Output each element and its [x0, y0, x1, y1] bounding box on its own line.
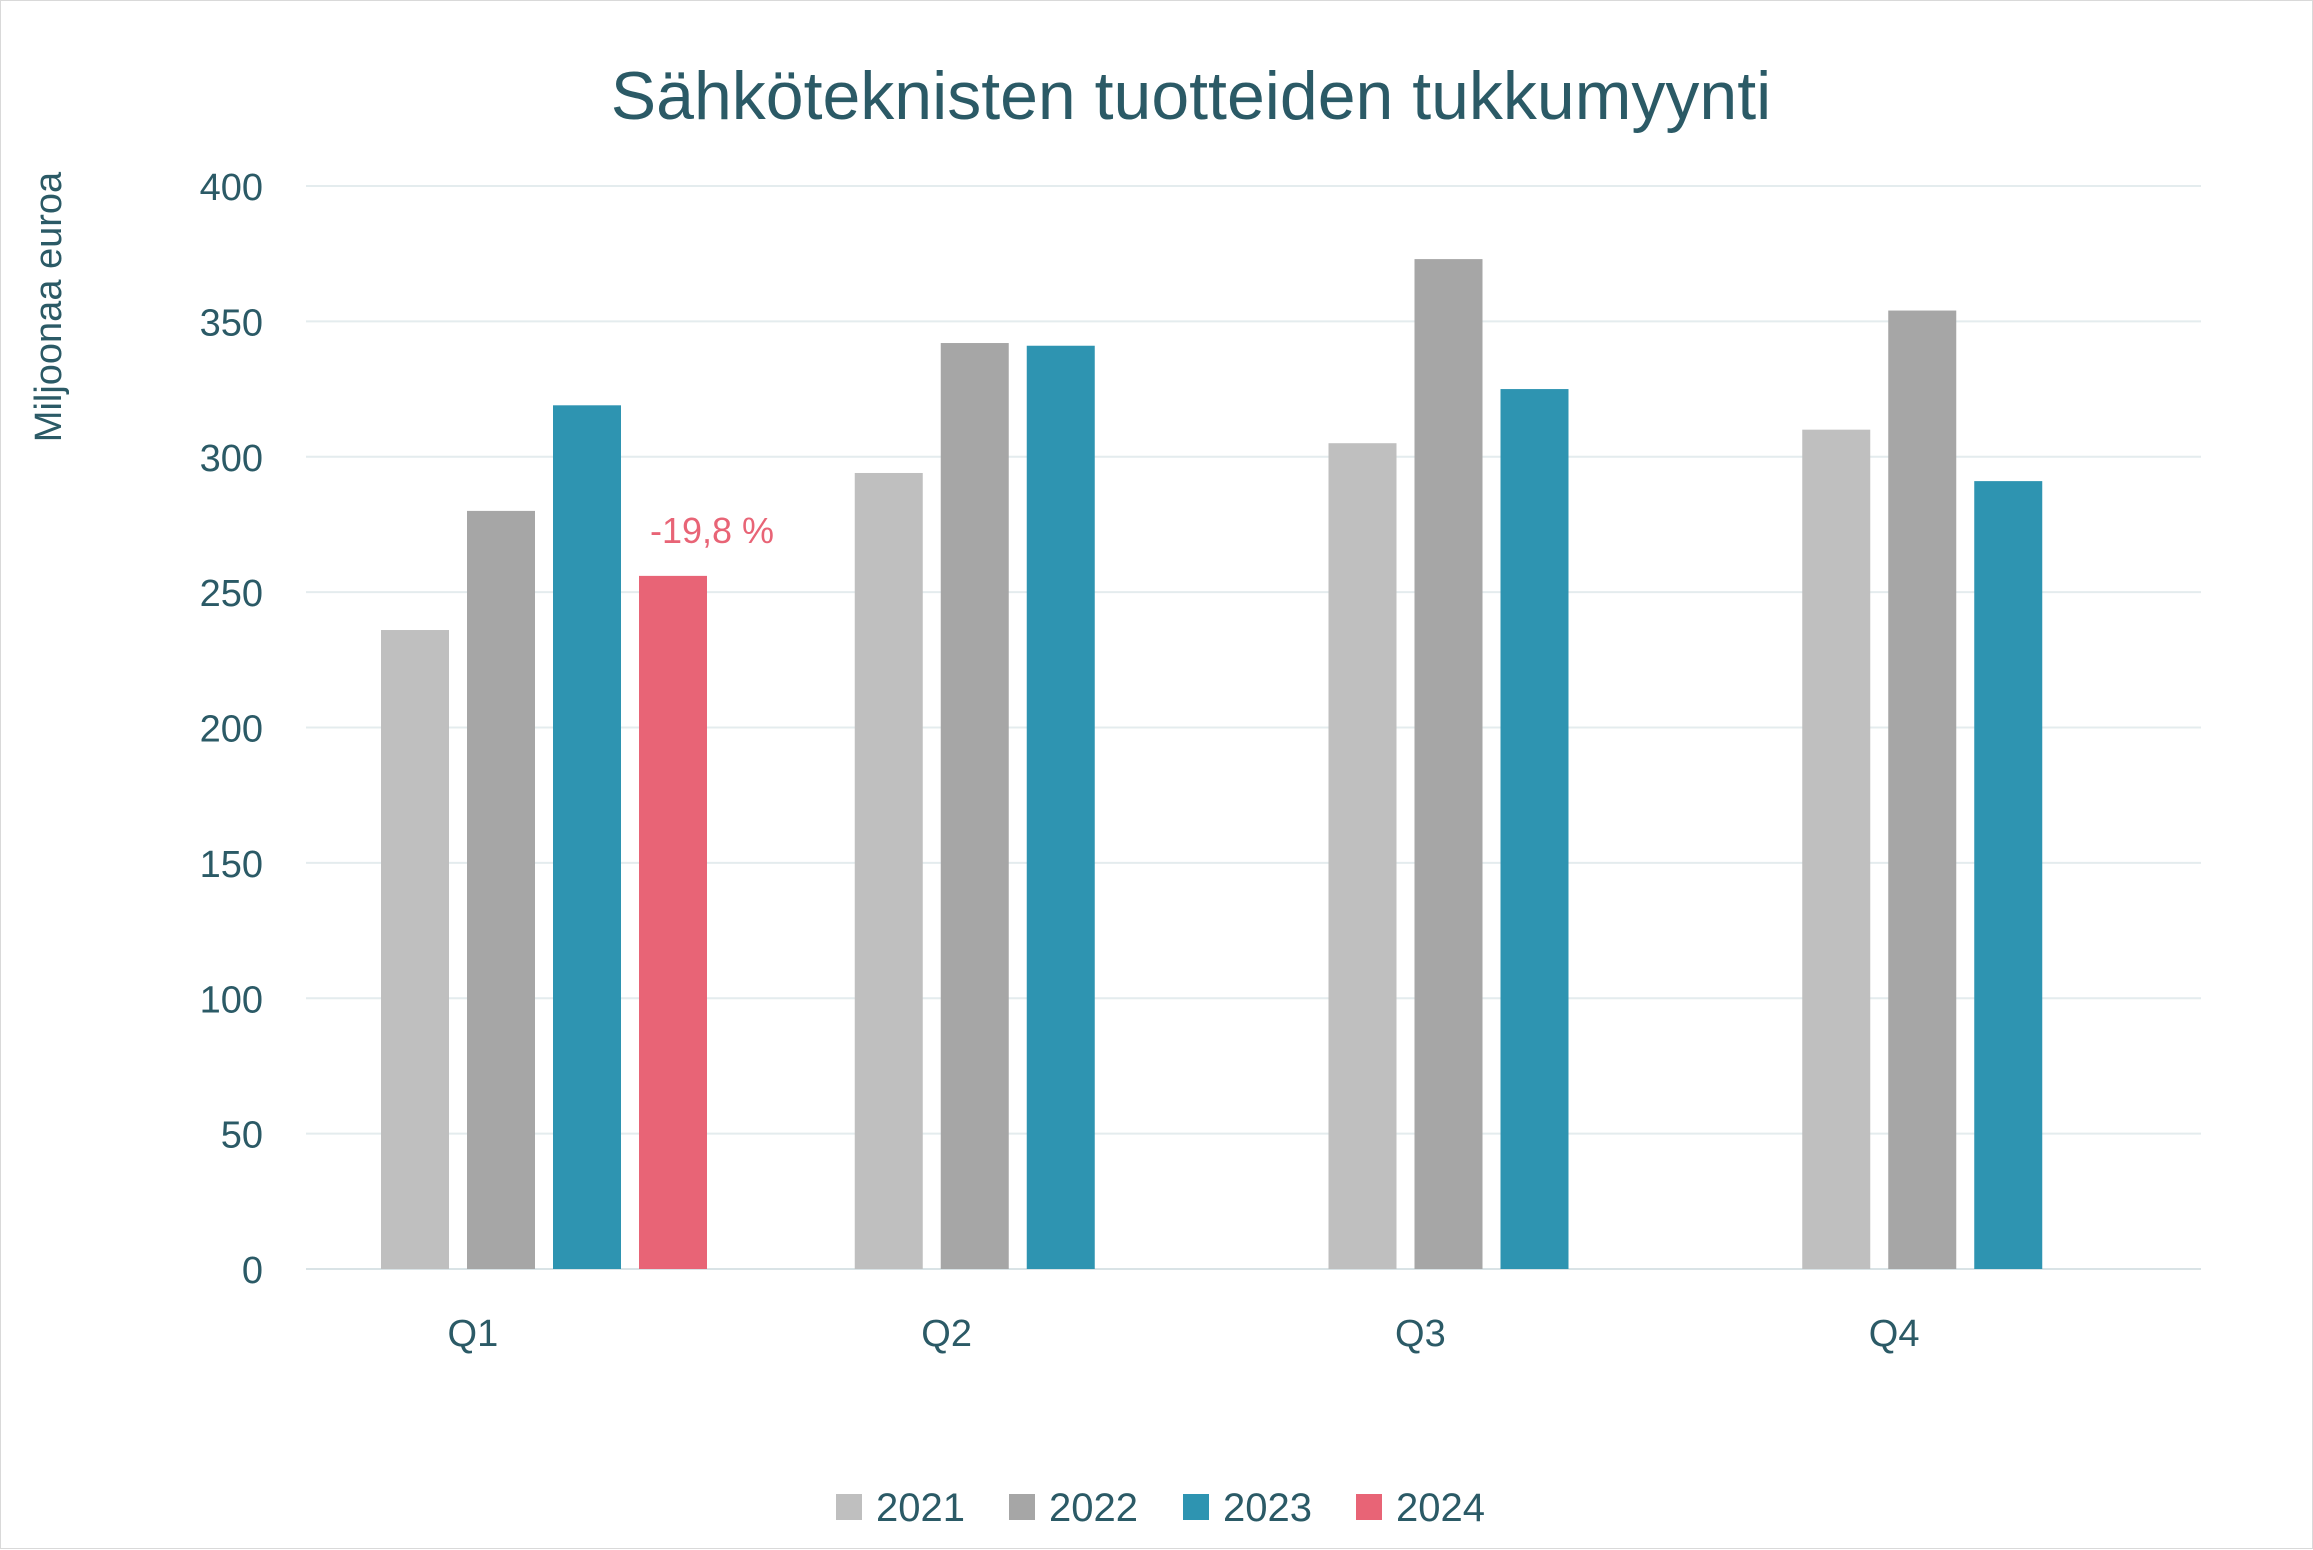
legend-label-2022: 2022	[1049, 1486, 1138, 1530]
y-tick-label: 50	[221, 1115, 263, 1157]
x-axis-ticks: Q1 Q2 Q3 Q4	[448, 1313, 1920, 1355]
legend-swatch-2024	[1356, 1494, 1382, 1520]
data-label-annotation: -19,8 %	[650, 510, 774, 551]
legend-swatch-2022	[1009, 1494, 1035, 1520]
y-tick-label: 150	[200, 844, 263, 886]
bars	[381, 259, 2043, 1269]
y-tick-label: 200	[200, 709, 263, 751]
y-tick-label: 100	[200, 979, 263, 1021]
gridlines	[306, 185, 2201, 1270]
bar-q1-2021	[381, 630, 449, 1269]
y-axis-ticks: 0 50 100 150 200 250 300 350 400	[200, 167, 263, 1292]
legend-label-2023: 2023	[1223, 1486, 1312, 1530]
bar-q4-2022	[1888, 310, 1957, 1269]
chart-title: Sähköteknisten tuotteiden tukkumyynti	[611, 58, 1771, 134]
bar-q1-2022	[467, 510, 535, 1269]
bar-q2-2021	[854, 472, 923, 1269]
bar-q2-2023	[1026, 345, 1095, 1269]
y-tick-label: 400	[200, 167, 263, 209]
bar-q3-2022	[1414, 259, 1483, 1269]
y-axis-label: Miljoonaa euroa	[28, 171, 70, 442]
legend-label-2024: 2024	[1396, 1486, 1485, 1530]
bar-q3-2021	[1328, 443, 1397, 1269]
legend-label-2021: 2021	[876, 1486, 965, 1530]
legend-swatch-2023	[1183, 1494, 1209, 1520]
x-tick-label: Q2	[921, 1313, 972, 1355]
y-tick-label: 250	[200, 573, 263, 615]
legend: 2021 2022 2023 2024	[836, 1486, 1485, 1530]
y-tick-label: 0	[242, 1250, 263, 1292]
legend-swatch-2021	[836, 1494, 862, 1520]
bar-q4-2023	[1974, 481, 2043, 1269]
y-tick-label: 300	[200, 438, 263, 480]
bar-q3-2023	[1500, 389, 1569, 1269]
annotations: -19,8 %	[650, 510, 774, 551]
x-tick-label: Q3	[1395, 1313, 1446, 1355]
bar-q2-2022	[940, 343, 1009, 1269]
x-tick-label: Q1	[448, 1313, 499, 1355]
x-tick-label: Q4	[1869, 1313, 1920, 1355]
bar-q4-2021	[1802, 429, 1871, 1269]
bar-q1-2023	[553, 405, 621, 1269]
y-tick-label: 350	[200, 302, 263, 344]
bar-q1-2024	[639, 575, 707, 1269]
